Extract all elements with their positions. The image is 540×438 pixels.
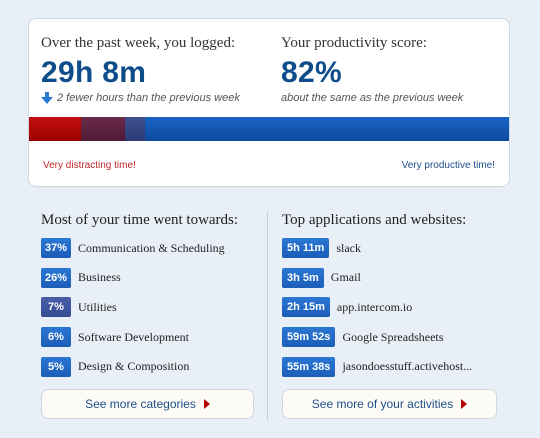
- applications-title: Top applications and websites:: [282, 212, 467, 228]
- very-distracting-label: Very distracting time!: [43, 160, 136, 171]
- application-row[interactable]: 2h 15m app.intercom.io: [282, 296, 497, 318]
- categories-column: Most of your time went towards: 37% Comm…: [41, 212, 254, 385]
- category-label[interactable]: Business: [78, 270, 121, 285]
- category-percent-badge: 26%: [41, 267, 71, 288]
- weekly-summary-card: Over the past week, you logged: 29h 8m 2…: [28, 18, 510, 187]
- time-logged-title: Over the past week, you logged:: [41, 35, 236, 51]
- applications-column: Top applications and websites: 5h 11m sl…: [282, 212, 497, 385]
- category-percent-badge: 5%: [41, 356, 71, 377]
- productivity-score-title: Your productivity score:: [281, 35, 427, 51]
- category-percent-badge: 7%: [41, 297, 71, 318]
- application-time-badge: 5h 11m: [282, 238, 330, 258]
- category-label[interactable]: Utilities: [78, 299, 117, 314]
- category-label[interactable]: Design & Composition: [78, 359, 190, 374]
- time-logged-note-text: 2 fewer hours than the previous week: [57, 92, 240, 104]
- productivity-score-note: about the same as the previous week: [281, 92, 464, 104]
- time-logged-note: 2 fewer hours than the previous week: [41, 92, 240, 104]
- category-row[interactable]: 26% Business: [41, 267, 254, 289]
- category-row[interactable]: 37% Communication & Scheduling: [41, 237, 254, 259]
- category-row[interactable]: 6% Software Development: [41, 326, 254, 348]
- application-row[interactable]: 59m 52s Google Spreadsheets: [282, 326, 497, 348]
- application-label[interactable]: slack: [336, 240, 361, 255]
- application-time-badge: 2h 15m: [282, 297, 330, 318]
- productivity-score-stat: Your productivity score: 82% about the s…: [281, 35, 463, 104]
- see-more-activities-button[interactable]: See more of your activities: [282, 389, 497, 419]
- category-label[interactable]: Communication & Scheduling: [78, 240, 225, 255]
- caret-right-icon: [203, 399, 210, 409]
- application-time-badge: 55m 38s: [282, 356, 336, 377]
- categories-title: Most of your time went towards:: [41, 212, 239, 228]
- category-percent-badge: 37%: [41, 238, 71, 258]
- productivity-bar[interactable]: [29, 117, 509, 141]
- application-label[interactable]: app.intercom.io: [336, 299, 413, 314]
- see-more-categories-button[interactable]: See more categories: [41, 389, 254, 419]
- bar-segment-neutral[interactable]: [125, 117, 145, 141]
- productivity-score-value: 82%: [281, 56, 342, 89]
- application-time-badge: 59m 52s: [282, 327, 336, 348]
- category-row[interactable]: 5% Design & Composition: [41, 356, 254, 378]
- see-more-activities-label: See more of your activities: [311, 397, 454, 411]
- category-label[interactable]: Software Development: [78, 329, 189, 344]
- time-logged-stat: Over the past week, you logged: 29h 8m 2…: [41, 35, 240, 104]
- bar-segment-productive[interactable]: [145, 117, 509, 141]
- application-row[interactable]: 55m 38s jasondoesstuff.activehost...: [282, 356, 497, 378]
- category-percent-badge: 6%: [41, 327, 71, 348]
- application-label[interactable]: Google Spreadsheets: [342, 329, 444, 344]
- application-label[interactable]: Gmail: [330, 270, 361, 285]
- very-productive-label: Very productive time!: [401, 160, 495, 171]
- see-more-categories-label: See more categories: [85, 397, 196, 411]
- arrow-down-icon: [41, 92, 53, 104]
- column-divider: [267, 212, 268, 420]
- application-time-badge: 3h 5m: [282, 267, 324, 288]
- application-label[interactable]: jasondoesstuff.activehost...: [342, 359, 473, 374]
- application-row[interactable]: 3h 5m Gmail: [282, 267, 497, 289]
- category-row[interactable]: 7% Utilities: [41, 296, 254, 318]
- time-logged-value: 29h 8m: [41, 56, 147, 89]
- bar-segment-distracting[interactable]: [81, 117, 125, 141]
- bar-segment-very-distracting[interactable]: [29, 117, 81, 141]
- caret-right-icon: [461, 399, 468, 409]
- application-row[interactable]: 5h 11m slack: [282, 237, 497, 259]
